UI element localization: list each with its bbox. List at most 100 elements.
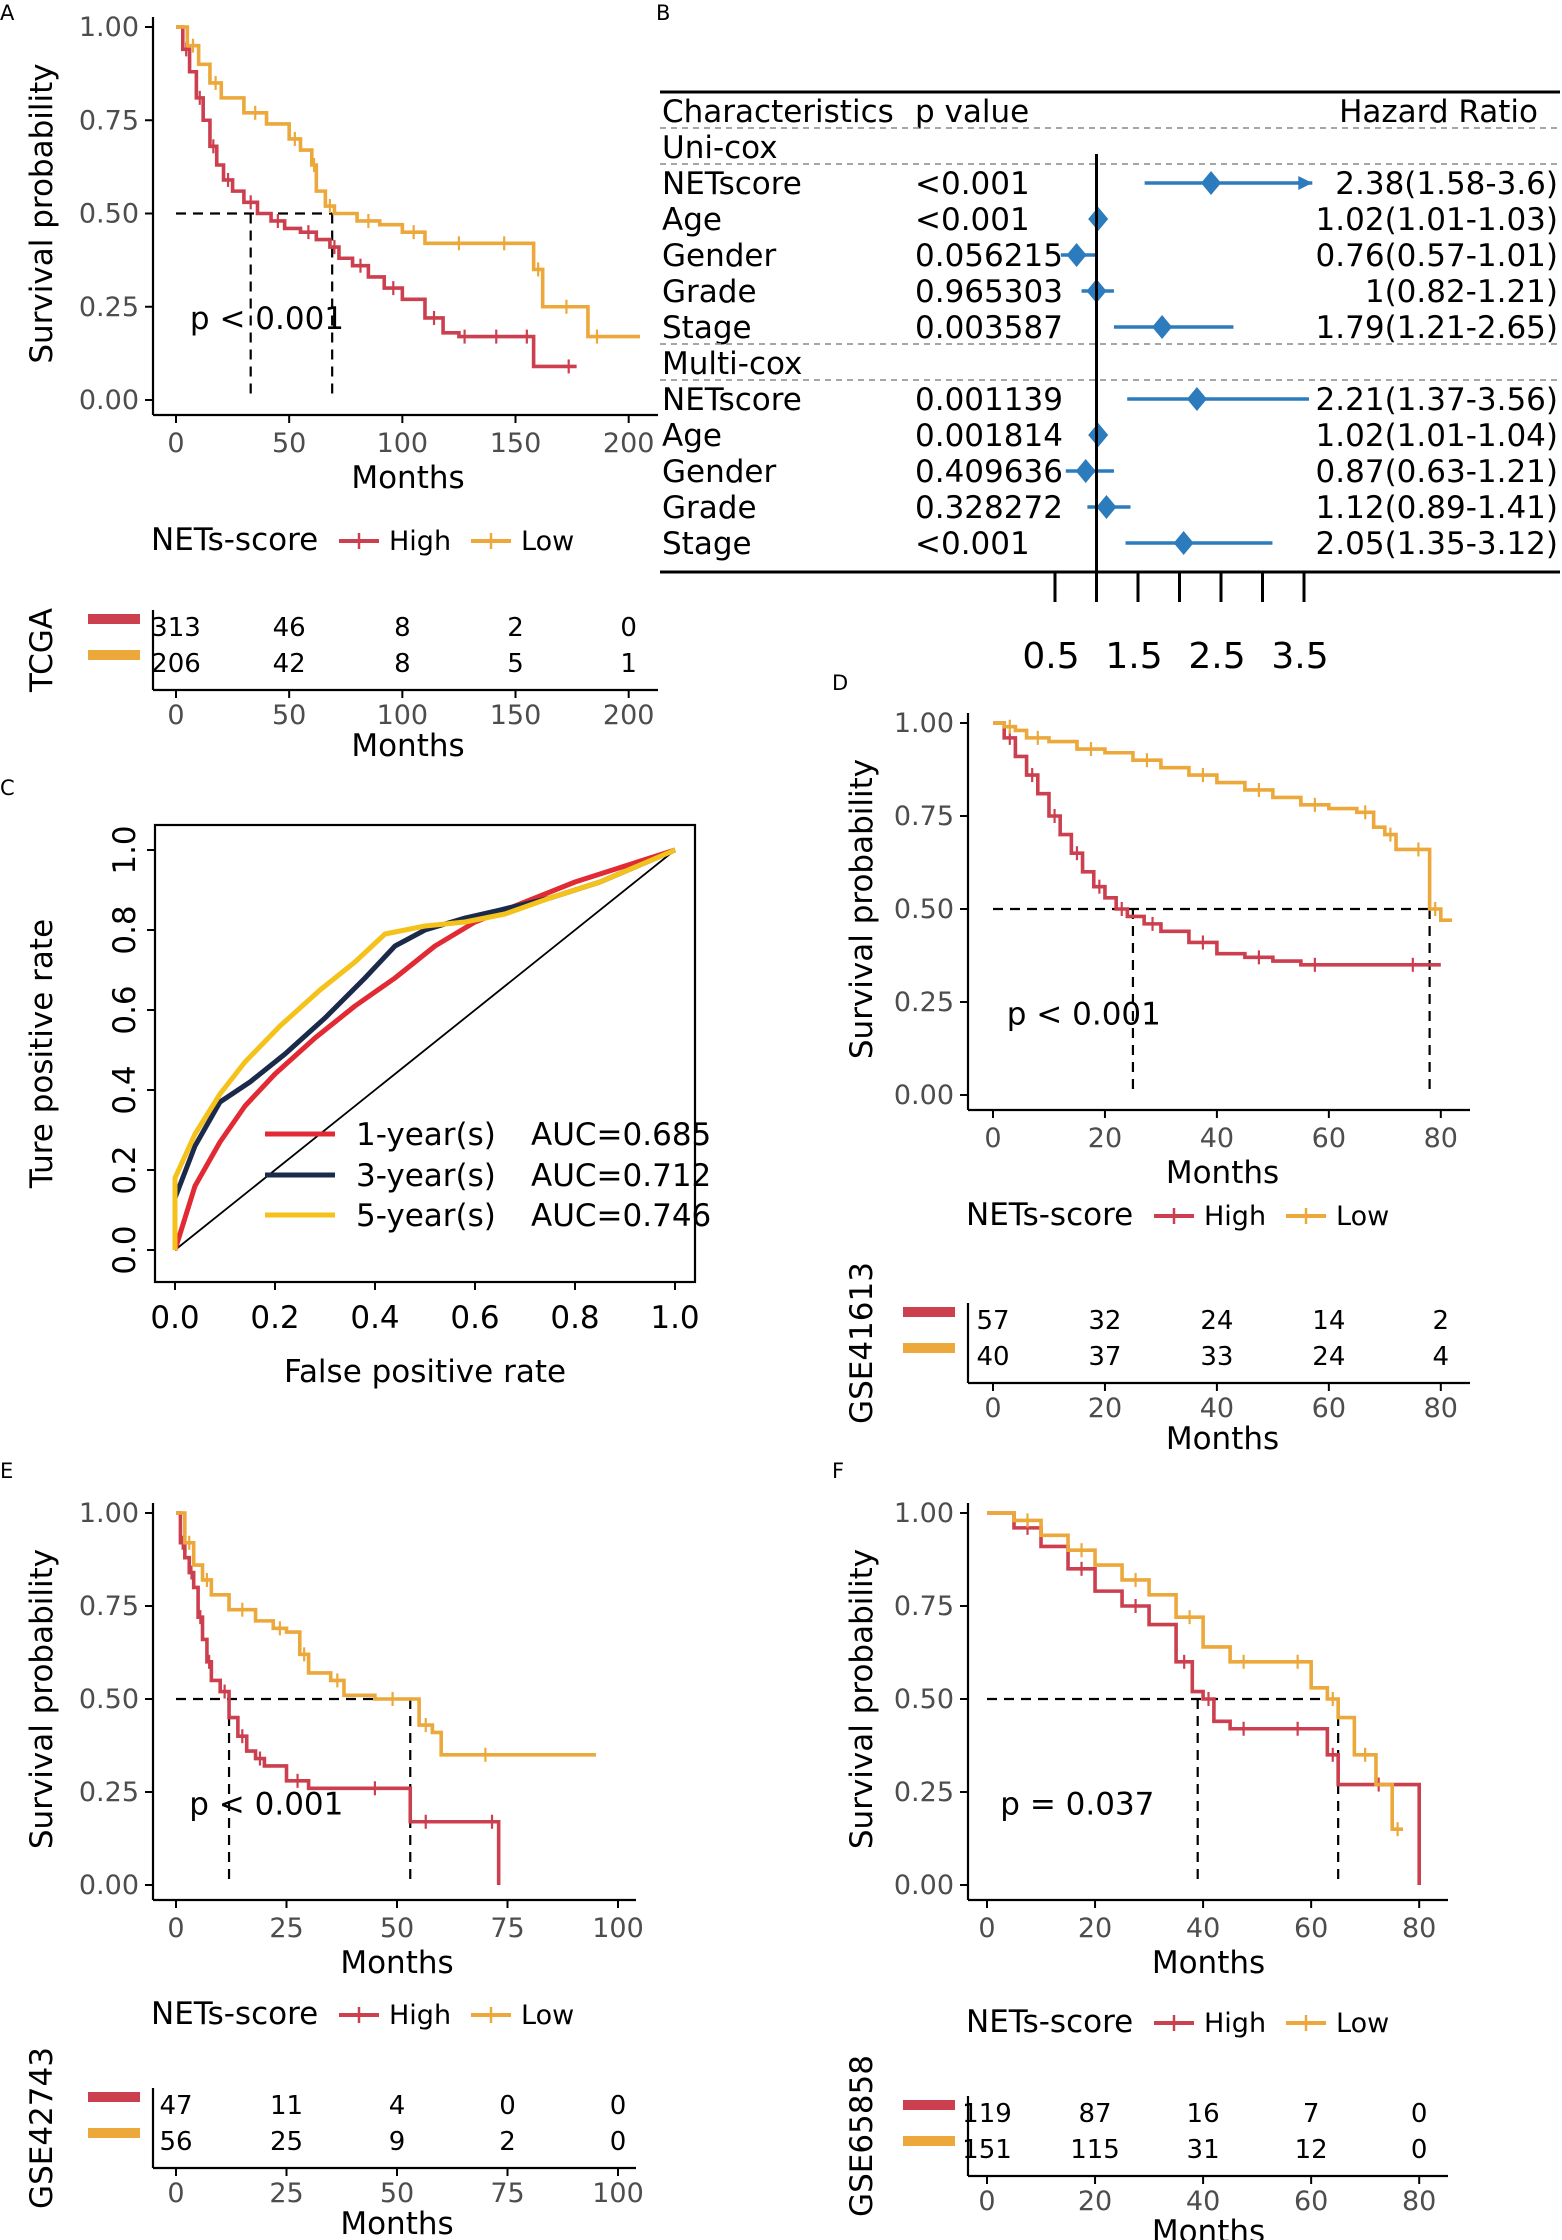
a-risk-xtick-label: 50 — [272, 700, 306, 731]
f-km-curve-low — [987, 1511, 1403, 1831]
e-y-axis-title: Survival probability — [24, 1549, 60, 1849]
a-xtick-label: 150 — [490, 428, 542, 459]
a-risk-count: 46 — [273, 613, 306, 643]
a-ytick-label: 0.50 — [79, 199, 139, 230]
c-legend-label: 5-year(s) — [356, 1198, 496, 1234]
f-risk-count: 119 — [962, 2099, 1012, 2129]
e-risk-count: 0 — [610, 2127, 627, 2157]
b-row-name: Stage — [662, 526, 752, 562]
d-xtick-label: 60 — [1312, 1123, 1346, 1154]
panel-letter-D: D — [832, 671, 848, 695]
f-legend-label-high: High — [1204, 2008, 1266, 2039]
a-ytick-label: 1.00 — [79, 12, 139, 43]
a-xtick-label: 100 — [377, 428, 429, 459]
b-row-name: NETscore — [662, 166, 802, 202]
d-risk-xtick-label: 0 — [984, 1393, 1001, 1424]
d-risk-count: 32 — [1088, 1306, 1121, 1336]
f-y-axis-title: Survival probability — [844, 1549, 880, 1849]
e-risk-count: 4 — [389, 2091, 406, 2121]
c-ytick-label: 1.0 — [107, 825, 143, 874]
b-hr-diamond — [1066, 243, 1087, 267]
e-x-axis-title: Months — [340, 1945, 453, 1981]
a-risk-xtick-label: 100 — [377, 700, 429, 731]
f-legend-title: NETs-score — [966, 2004, 1133, 2040]
a-xtick-label: 200 — [603, 428, 655, 459]
c-xtick-label: 0.4 — [350, 1300, 399, 1336]
b-row-hr-text: 1(0.82-1.21) — [1365, 274, 1558, 310]
c-legend-label: 3-year(s) — [356, 1158, 496, 1194]
panel-letter-F: F — [832, 1459, 844, 1483]
a-risk-xtick-label: 150 — [490, 700, 542, 731]
c-legend-auc: AUC=0.685 — [531, 1117, 711, 1153]
e-risk-count: 56 — [159, 2127, 192, 2157]
b-hr-diamond — [1096, 495, 1117, 519]
e-risk-count: 9 — [389, 2127, 406, 2157]
a-ytick-label: 0.75 — [79, 105, 139, 136]
d-ytick-label: 0.75 — [894, 801, 954, 832]
d-risk-count: 24 — [1200, 1306, 1233, 1336]
e-ytick-label: 0.00 — [79, 1870, 139, 1901]
d-risk-count: 2 — [1433, 1306, 1450, 1336]
e-risk-x-axis-title: Months — [340, 2206, 453, 2240]
e-risk-count: 0 — [499, 2091, 516, 2121]
c-ytick-label: 0.4 — [107, 1065, 143, 1114]
panel-letter-B: B — [656, 1, 670, 25]
e-xtick-label: 0 — [167, 1913, 184, 1944]
d-xtick-label: 80 — [1424, 1123, 1458, 1154]
f-risk-xtick-label: 80 — [1402, 2186, 1436, 2217]
e-risk-xtick-label: 75 — [490, 2178, 524, 2209]
b-row-hr-text: 2.21(1.37-3.56) — [1316, 382, 1558, 418]
e-risk-strata-key — [88, 2092, 140, 2102]
e-ytick-label: 1.00 — [79, 1498, 139, 1529]
d-ytick-label: 0.00 — [894, 1080, 954, 1111]
a-risk-x-axis-title: Months — [351, 728, 464, 764]
c-ytick-label: 0.6 — [107, 985, 143, 1034]
b-hr-diamond — [1088, 423, 1109, 447]
e-legend-title: NETs-score — [151, 1996, 318, 2032]
b-row-pvalue: <0.001 — [915, 166, 1030, 202]
b-hr-diamond — [1186, 387, 1207, 411]
e-xtick-label: 50 — [380, 1913, 414, 1944]
b-section-label: Uni-cox — [662, 130, 778, 166]
a-risk-count: 0 — [620, 613, 637, 643]
c-roc-curve-5yr — [172, 847, 676, 1250]
f-risk-count: 0 — [1411, 2135, 1428, 2165]
c-xtick-label: 0.8 — [550, 1300, 599, 1336]
b-row-hr-text: 1.02(1.01-1.03) — [1316, 202, 1558, 238]
d-risk-count: 14 — [1312, 1306, 1345, 1336]
b-row-pvalue: 0.328272 — [915, 490, 1063, 526]
d-risk-xtick-label: 60 — [1312, 1393, 1346, 1424]
f-ytick-label: 1.00 — [894, 1498, 954, 1529]
a-risk-dataset-label: TCGA — [24, 608, 60, 693]
e-risk-xtick-label: 25 — [269, 2178, 303, 2209]
a-xtick-label: 50 — [272, 428, 306, 459]
a-y-axis-title: Survival probability — [24, 63, 60, 363]
e-legend-label-low: Low — [521, 2000, 574, 2031]
a-risk-count: 1 — [620, 649, 637, 679]
b-xtick-label: 3.5 — [1271, 636, 1328, 677]
d-legend-label-high: High — [1204, 1201, 1266, 1232]
e-xtick-label: 100 — [592, 1913, 644, 1944]
e-risk-count: 11 — [270, 2091, 303, 2121]
panel-letter-E: E — [0, 1459, 13, 1483]
d-risk-dataset-label: GSE41613 — [844, 1262, 880, 1424]
d-xtick-label: 0 — [984, 1123, 1001, 1154]
b-row-name: Age — [662, 418, 722, 454]
f-xtick-label: 0 — [978, 1913, 995, 1944]
f-risk-dataset-label: GSE65858 — [844, 2055, 880, 2217]
a-km-curve-low — [176, 25, 640, 339]
a-risk-count: 8 — [394, 649, 411, 679]
e-risk-xtick-label: 50 — [380, 2178, 414, 2209]
d-risk-count: 4 — [1433, 1342, 1450, 1372]
f-risk-xtick-label: 20 — [1078, 2186, 1112, 2217]
b-xtick-label: 0.5 — [1022, 636, 1079, 677]
c-ytick-label: 0.0 — [107, 1225, 143, 1274]
f-xtick-label: 20 — [1078, 1913, 1112, 1944]
f-risk-count: 0 — [1411, 2099, 1428, 2129]
e-risk-count: 25 — [270, 2127, 303, 2157]
b-row-hr-text: 1.79(1.21-2.65) — [1316, 310, 1558, 346]
c-plot-frame — [153, 823, 697, 1284]
a-risk-count: 42 — [273, 649, 306, 679]
e-xtick-label: 25 — [269, 1913, 303, 1944]
